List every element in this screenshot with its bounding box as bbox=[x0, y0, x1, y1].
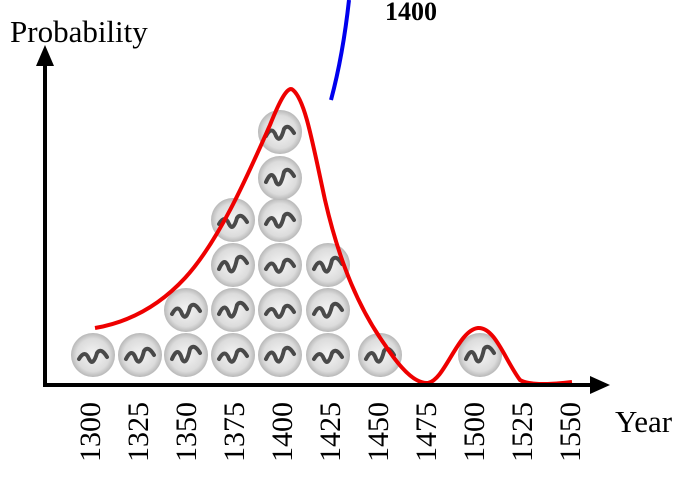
x-tick-label: 1525 bbox=[506, 402, 539, 462]
annotation: 1400 bbox=[385, 0, 437, 26]
x-tick-label: 1475 bbox=[410, 402, 443, 462]
x-tick-label: 1400 bbox=[266, 402, 299, 462]
x-tick-label: 1300 bbox=[74, 402, 107, 462]
x-tick-label: 1350 bbox=[170, 402, 203, 462]
handwriting-samples bbox=[71, 110, 502, 377]
x-tick-label: 1325 bbox=[122, 402, 155, 462]
sample-circle bbox=[211, 243, 255, 287]
x-tick-label: 1425 bbox=[314, 402, 347, 462]
sample-circle bbox=[258, 288, 302, 332]
x-axis-label: Year bbox=[615, 404, 673, 439]
sample-circle bbox=[71, 333, 115, 377]
figure: 1400 Probability Year 1300 1325 1350 1375 14… bbox=[0, 0, 693, 482]
y-axis-label: Probability bbox=[10, 14, 148, 49]
x-tick-label: 1550 bbox=[554, 402, 587, 462]
sample-circle bbox=[164, 333, 208, 377]
x-arrow bbox=[590, 376, 610, 394]
pointer-curve bbox=[331, 0, 349, 100]
sample-circle bbox=[306, 333, 350, 377]
x-tick-label: 1375 bbox=[218, 402, 251, 462]
x-tick-label: 1500 bbox=[458, 402, 491, 462]
x-tick-label: 1450 bbox=[362, 402, 395, 462]
sample-circle bbox=[258, 156, 302, 200]
